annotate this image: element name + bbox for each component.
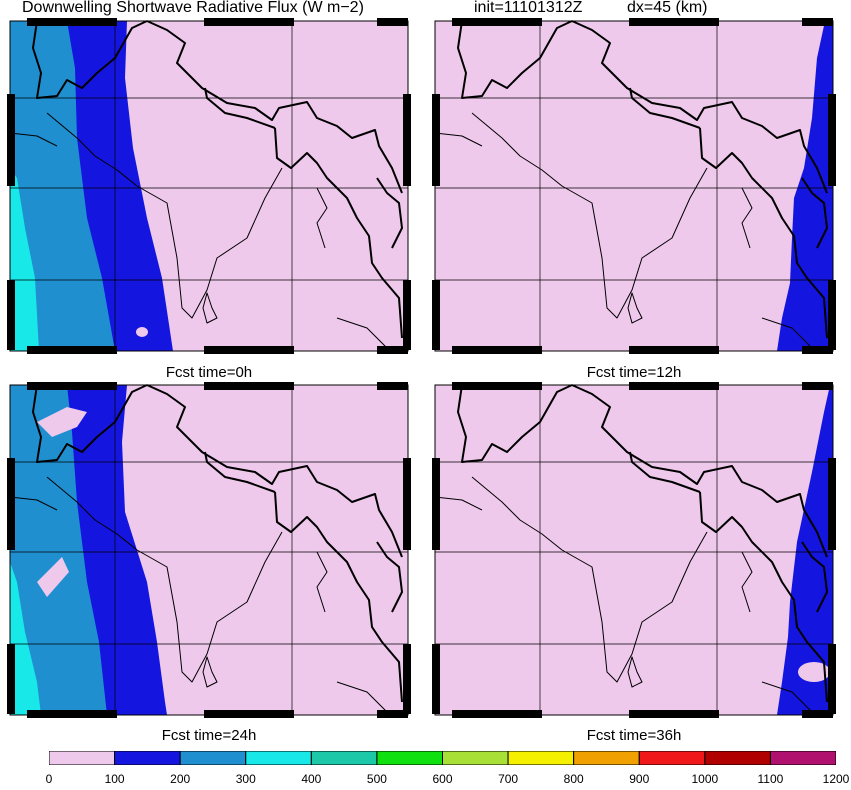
grid-spacing: dx=45 (km) bbox=[627, 0, 708, 16]
flux-gap bbox=[798, 662, 830, 682]
colorbar-segment-0 bbox=[49, 751, 116, 765]
land-background bbox=[435, 21, 833, 351]
colorbar-tick-label: 0 bbox=[45, 772, 53, 786]
flux-band-200-300 bbox=[10, 385, 107, 715]
map-36h bbox=[432, 382, 836, 718]
country-borders bbox=[434, 384, 828, 713]
colorbar-tick-label: 1100 bbox=[757, 772, 784, 786]
map-panel-0h bbox=[7, 18, 411, 354]
colorbar-segment-10 bbox=[704, 751, 771, 765]
map-panel-12h bbox=[432, 18, 836, 354]
country-borders bbox=[9, 20, 403, 349]
flux-band-300-400 bbox=[10, 168, 39, 351]
graticule bbox=[435, 21, 833, 351]
map-0h bbox=[7, 18, 411, 354]
frame-ticks bbox=[7, 382, 411, 718]
colorbar-tick-label: 1000 bbox=[691, 772, 719, 786]
colorbar bbox=[49, 751, 836, 765]
frame-ticks bbox=[7, 18, 411, 354]
colorbar-tick-label: 300 bbox=[235, 772, 256, 786]
graticule bbox=[10, 21, 408, 351]
flux-band-100-200 bbox=[777, 21, 833, 351]
flux-gap bbox=[37, 557, 69, 597]
colorbar-segment-6 bbox=[442, 751, 509, 765]
colorbar-tick-label: 700 bbox=[498, 772, 519, 786]
map-panel-36h bbox=[432, 382, 836, 718]
figure-title: Downwelling Shortwave Radiative Flux (W … bbox=[0, 0, 851, 20]
colorbar-tick-label: 500 bbox=[366, 772, 387, 786]
frame-ticks bbox=[432, 18, 836, 354]
flux-band-100-200 bbox=[777, 385, 833, 715]
variable-title: Downwelling Shortwave Radiative Flux (W … bbox=[22, 0, 364, 16]
country-borders bbox=[9, 384, 403, 713]
colorbar-segment-7 bbox=[507, 751, 575, 765]
map-24h bbox=[7, 382, 411, 718]
colorbar-tick-label: 200 bbox=[170, 772, 191, 786]
colorbar-tick-label: 800 bbox=[563, 772, 584, 786]
flux-band-200-300 bbox=[10, 21, 115, 351]
panel-label-12h: Fcst time=12h bbox=[586, 364, 682, 381]
colorbar-segment-3 bbox=[245, 751, 312, 765]
frame-ticks bbox=[432, 382, 836, 718]
colorbar-segment-9 bbox=[638, 751, 706, 765]
panel-label-0h: Fcst time=0h bbox=[165, 364, 253, 381]
colorbar-tick-label: 1200 bbox=[822, 772, 850, 786]
colorbar-tick-label: 400 bbox=[301, 772, 322, 786]
flux-gap bbox=[37, 407, 87, 437]
graticule bbox=[10, 385, 408, 715]
colorbar-segment-4 bbox=[310, 751, 378, 765]
colorbar-segment-8 bbox=[573, 751, 640, 765]
panel-label-36h: Fcst time=36h bbox=[586, 727, 682, 744]
colorbar-tick-label: 600 bbox=[432, 772, 453, 786]
panel-label-24h: Fcst time=24h bbox=[161, 727, 257, 744]
country-borders bbox=[434, 20, 828, 349]
graticule bbox=[435, 385, 833, 715]
flux-gap bbox=[136, 327, 148, 337]
colorbar-segment-5 bbox=[376, 751, 443, 765]
colorbar-tick-label: 900 bbox=[629, 772, 650, 786]
map-12h bbox=[432, 18, 836, 354]
colorbar-segment-1 bbox=[114, 751, 181, 765]
flux-band-300-400 bbox=[10, 562, 41, 715]
init-time: init=11101312Z bbox=[474, 0, 583, 16]
land-background bbox=[435, 385, 833, 715]
map-panel-24h bbox=[7, 382, 411, 718]
colorbar-tick-label: 100 bbox=[104, 772, 125, 786]
colorbar-segment-2 bbox=[179, 751, 247, 765]
colorbar-segment-11 bbox=[769, 751, 836, 765]
